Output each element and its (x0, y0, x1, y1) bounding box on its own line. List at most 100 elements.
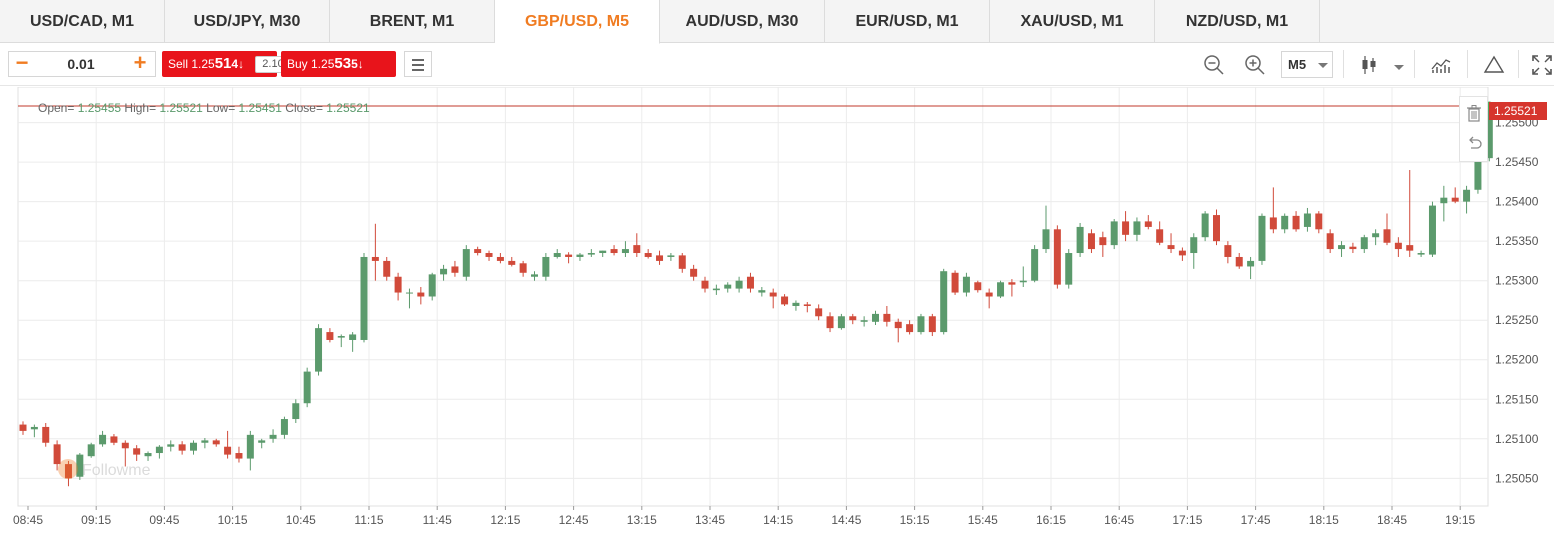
candle-body (735, 280, 743, 289)
candle-body (997, 282, 1005, 297)
candle-body (565, 254, 573, 257)
candle-body (155, 446, 163, 454)
tab-eur-usd-m1[interactable]: EUR/USD, M1 (825, 0, 990, 43)
ohlc-readout: Open= 1.25455 High= 1.25521 Low= 1.25451… (38, 101, 370, 115)
increase-button[interactable]: + (133, 50, 147, 75)
candle-body (1144, 221, 1152, 227)
symbol-tabs: USD/CAD, M1 USD/JPY, M30 BRENT, M1 GBP/USD,… (0, 0, 1554, 44)
candle-body (1451, 197, 1459, 202)
candle-body (42, 426, 50, 443)
candle-body (1338, 245, 1346, 250)
sell-price-suffix: 4↓ (231, 57, 245, 71)
candle-body (1110, 221, 1118, 246)
candle-body (894, 321, 902, 329)
candle-body (1053, 229, 1061, 285)
candle-body (394, 276, 402, 293)
candle-body (1281, 215, 1289, 230)
candle-body (303, 371, 311, 404)
x-tick-label: 16:45 (1104, 513, 1134, 527)
buy-price-prefix: Buy 1.25 (287, 57, 335, 71)
zoom-out-icon[interactable] (1202, 53, 1226, 77)
drawing-icon[interactable] (1482, 53, 1506, 77)
followme-watermark: Followme (58, 459, 151, 479)
candle-body (428, 274, 436, 297)
candle-body (690, 268, 698, 277)
candle-body (133, 448, 141, 455)
x-tick-label: 10:15 (218, 513, 248, 527)
candle-body (746, 276, 754, 289)
y-tick-label: 1.25150 (1495, 392, 1539, 406)
candle-body (519, 263, 527, 273)
candle-body (360, 256, 368, 340)
candle-body (212, 440, 220, 445)
candlestick-icon[interactable] (1357, 53, 1381, 77)
candle-body (621, 249, 629, 254)
x-tick-label: 17:15 (1172, 513, 1202, 527)
menu-button[interactable] (404, 51, 432, 77)
candle-body (269, 434, 277, 439)
candle-body (235, 453, 243, 459)
candlestick-chart[interactable]: 1.255001.254501.254001.253501.253001.252… (0, 86, 1554, 530)
quantity-input[interactable]: 0.01 (67, 56, 95, 72)
tab-usd-jpy-m30[interactable]: USD/JPY, M30 (165, 0, 330, 43)
indicators-icon[interactable] (1429, 53, 1453, 77)
tab-usd-cad-m1[interactable]: USD/CAD, M1 (0, 0, 165, 43)
tab-aud-usd-m30[interactable]: AUD/USD, M30 (660, 0, 825, 43)
candle-body (1360, 237, 1368, 250)
candle-body (610, 249, 618, 254)
trash-icon[interactable] (1464, 103, 1484, 123)
candle-body (485, 253, 493, 257)
x-tick-label: 19:15 (1445, 513, 1475, 527)
tab-xau-usd-m1[interactable]: XAU/USD, M1 (990, 0, 1155, 43)
candle-body (576, 254, 584, 257)
fullscreen-icon[interactable] (1530, 53, 1554, 77)
candle-body (1406, 245, 1414, 251)
candle-body (656, 255, 664, 261)
undo-icon[interactable] (1464, 133, 1484, 153)
candle-body (906, 324, 914, 333)
candle-body (1269, 217, 1277, 230)
toolbar: − 0.01 + Sell 1.25514↓ 2.10 Buy 1.25535↓… (0, 44, 1554, 86)
candle-body (769, 292, 777, 297)
candle-body (1349, 246, 1357, 250)
candle-body (1008, 282, 1016, 285)
chart-type-chevron-icon[interactable] (1394, 65, 1404, 70)
x-tick-label: 09:15 (81, 513, 111, 527)
candle-body (883, 313, 891, 322)
price-chart[interactable]: 1.25500 1.25450 1.25400 1.25350 1.25300 1.252… (0, 86, 1554, 530)
candle-body (383, 260, 391, 277)
tab-nzd-usd-m1[interactable]: NZD/USD, M1 (1155, 0, 1320, 43)
y-tick-label: 1.25250 (1495, 313, 1539, 327)
zoom-in-icon[interactable] (1243, 53, 1267, 77)
x-tick-label: 13:45 (695, 513, 725, 527)
candle-body (1247, 260, 1255, 267)
candle-body (201, 440, 209, 443)
sell-button[interactable]: Sell 1.25514↓ (162, 51, 277, 77)
tab-brent-m1[interactable]: BRENT, M1 (330, 0, 495, 43)
candle-body (1076, 226, 1084, 254)
candle-body (531, 274, 538, 277)
x-tick-label: 08:45 (13, 513, 43, 527)
candle-body (1417, 253, 1425, 255)
candle-body (76, 454, 84, 477)
timeframe-select[interactable]: M5 (1281, 51, 1333, 78)
candle-body (224, 446, 232, 455)
candle-body (292, 403, 300, 420)
decrease-button[interactable]: − (15, 50, 29, 75)
tab-gbp-usd-m5[interactable]: GBP/USD, M5 (495, 0, 660, 44)
candle-body (1372, 233, 1380, 238)
candle-body (985, 292, 993, 297)
current-price-tag: 1.25521 (1489, 102, 1547, 120)
candle-body (712, 288, 720, 291)
candle-body (1474, 158, 1482, 190)
x-tick-label: 14:15 (763, 513, 793, 527)
x-tick-label: 14:45 (831, 513, 861, 527)
buy-button[interactable]: Buy 1.25535↓ (281, 51, 396, 77)
chart-side-panel (1459, 96, 1488, 162)
candle-body (1019, 280, 1027, 283)
candle-body (940, 271, 948, 333)
candle-body (667, 255, 675, 257)
candle-body (337, 336, 345, 338)
sell-price-prefix: Sell 1.25 (168, 57, 215, 71)
candle-body (462, 249, 470, 277)
